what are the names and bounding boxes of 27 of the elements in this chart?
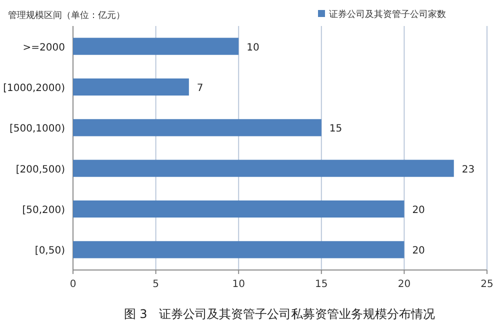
data-label: 20 bbox=[412, 205, 425, 216]
x-tick-label: 5 bbox=[152, 279, 159, 290]
y-tick-label: [200,500) bbox=[16, 164, 66, 176]
x-tick-label: 25 bbox=[480, 279, 494, 290]
data-label: 7 bbox=[196, 83, 204, 94]
y-axis-title: 管理规模区间（单位：亿元） bbox=[8, 10, 125, 21]
legend-label: 证券公司及其资管子公司家数 bbox=[329, 9, 446, 20]
data-label: 20 bbox=[412, 246, 425, 257]
y-tick-label: [50,200) bbox=[22, 205, 66, 216]
y-tick-label: >=2000 bbox=[22, 42, 65, 54]
data-label: 10 bbox=[246, 42, 260, 54]
x-tick-label: 20 bbox=[398, 279, 411, 290]
y-tick-label: [1000,2000) bbox=[3, 83, 66, 94]
bar bbox=[73, 200, 404, 218]
bar bbox=[73, 160, 454, 177]
x-tick-label: 0 bbox=[70, 279, 76, 290]
y-tick-label: [0,50) bbox=[34, 246, 66, 257]
bar bbox=[73, 78, 189, 96]
text: 图 3 证券公司及其资管子公司私募资管业务规模分布情况 bbox=[124, 307, 436, 321]
bar bbox=[73, 38, 239, 55]
data-label: 15 bbox=[329, 124, 342, 135]
bar bbox=[73, 119, 322, 136]
x-tick-label: 10 bbox=[232, 279, 245, 290]
x-tick-label: 15 bbox=[315, 279, 328, 290]
y-tick-label: [500,1000) bbox=[9, 124, 66, 135]
bar bbox=[73, 241, 404, 258]
data-label: 23 bbox=[462, 164, 475, 176]
